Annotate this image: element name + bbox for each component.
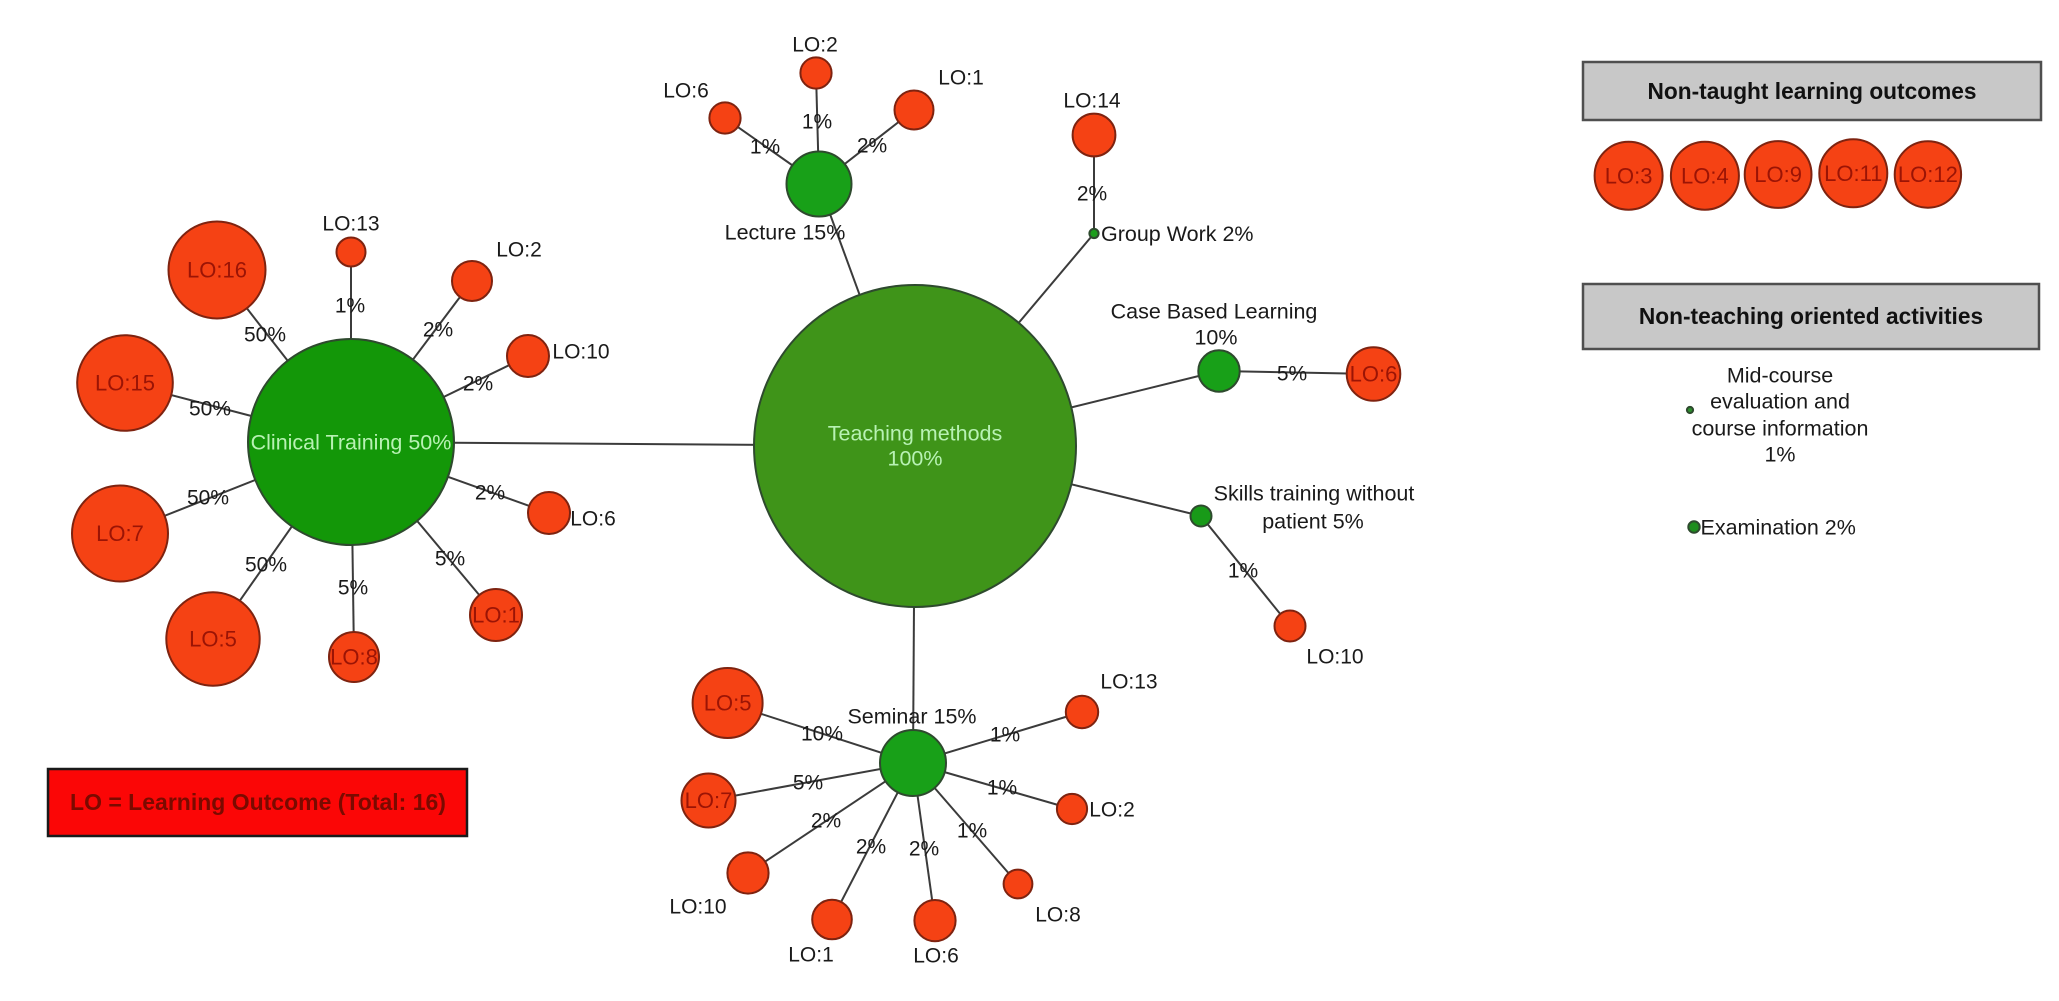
svg-text:LO:7: LO:7 bbox=[685, 788, 733, 813]
svg-text:1%: 1% bbox=[335, 294, 365, 317]
svg-text:1%: 1% bbox=[1228, 559, 1258, 582]
svg-text:1%: 1% bbox=[750, 135, 780, 158]
svg-text:Non-taught learning outcomes: Non-taught learning outcomes bbox=[1648, 78, 1977, 104]
svg-text:2%: 2% bbox=[856, 835, 886, 858]
svg-text:2%: 2% bbox=[1077, 182, 1107, 205]
svg-text:50%: 50% bbox=[189, 397, 231, 420]
svg-text:LO:4: LO:4 bbox=[1681, 163, 1729, 188]
svg-text:10%: 10% bbox=[801, 722, 843, 745]
svg-text:50%: 50% bbox=[244, 323, 286, 346]
svg-text:LO:1: LO:1 bbox=[788, 943, 834, 966]
svg-text:5%: 5% bbox=[435, 547, 465, 570]
svg-text:LO:13: LO:13 bbox=[322, 212, 379, 235]
svg-text:Clinical Training 50%: Clinical Training 50% bbox=[251, 431, 452, 455]
svg-text:2%: 2% bbox=[909, 837, 939, 860]
svg-text:1%: 1% bbox=[987, 776, 1017, 799]
svg-text:Teaching methods: Teaching methods bbox=[828, 422, 1003, 446]
svg-text:LO:2: LO:2 bbox=[1089, 798, 1135, 821]
svg-text:LO:5: LO:5 bbox=[704, 691, 752, 716]
svg-text:LO:12: LO:12 bbox=[1898, 162, 1958, 187]
svg-text:Skills training without: Skills training without bbox=[1214, 482, 1415, 506]
svg-text:LO:2: LO:2 bbox=[496, 238, 542, 261]
svg-text:patient 5%: patient 5% bbox=[1262, 510, 1364, 534]
svg-text:10%: 10% bbox=[1194, 326, 1237, 350]
svg-text:LO:9: LO:9 bbox=[1754, 162, 1802, 187]
svg-text:2%: 2% bbox=[463, 372, 493, 395]
svg-text:LO:8: LO:8 bbox=[330, 645, 378, 670]
svg-text:Seminar 15%: Seminar 15% bbox=[847, 705, 976, 729]
svg-text:5%: 5% bbox=[1277, 362, 1307, 385]
svg-text:Group Work 2%: Group Work 2% bbox=[1101, 222, 1254, 246]
svg-text:Case Based Learning: Case Based Learning bbox=[1111, 300, 1318, 324]
svg-text:LO:7: LO:7 bbox=[96, 521, 144, 546]
svg-text:LO:11: LO:11 bbox=[1824, 161, 1882, 186]
svg-text:LO:6: LO:6 bbox=[663, 79, 709, 102]
svg-text:LO:5: LO:5 bbox=[189, 627, 237, 652]
svg-text:1%: 1% bbox=[957, 819, 987, 842]
svg-text:5%: 5% bbox=[338, 576, 368, 599]
svg-text:LO:10: LO:10 bbox=[552, 340, 609, 363]
svg-text:LO:1: LO:1 bbox=[938, 66, 984, 89]
svg-text:LO:10: LO:10 bbox=[1306, 645, 1363, 668]
svg-text:LO:6: LO:6 bbox=[913, 944, 959, 967]
svg-text:2%: 2% bbox=[811, 809, 841, 832]
svg-text:2%: 2% bbox=[475, 481, 505, 504]
svg-text:LO:10: LO:10 bbox=[669, 895, 726, 918]
svg-text:5%: 5% bbox=[793, 771, 823, 794]
svg-text:Mid-course: Mid-course bbox=[1727, 364, 1833, 388]
svg-text:LO:6: LO:6 bbox=[570, 507, 616, 530]
svg-text:Non-teaching oriented activiti: Non-teaching oriented activities bbox=[1639, 303, 1983, 329]
svg-text:LO = Learning Outcome (Total:: LO = Learning Outcome (Total: 16) bbox=[70, 789, 446, 815]
svg-text:LO:3: LO:3 bbox=[1605, 163, 1653, 188]
svg-text:50%: 50% bbox=[245, 553, 287, 576]
svg-text:LO:8: LO:8 bbox=[1035, 903, 1081, 926]
svg-text:LO:6: LO:6 bbox=[1350, 362, 1398, 387]
svg-text:LO:16: LO:16 bbox=[187, 258, 247, 283]
svg-text:1%: 1% bbox=[990, 723, 1020, 746]
svg-text:evaluation and: evaluation and bbox=[1710, 390, 1850, 414]
svg-text:LO:2: LO:2 bbox=[792, 33, 838, 56]
svg-text:course information: course information bbox=[1692, 417, 1869, 441]
svg-text:LO:1: LO:1 bbox=[472, 603, 520, 628]
svg-text:Lecture 15%: Lecture 15% bbox=[725, 221, 846, 245]
svg-text:100%: 100% bbox=[888, 447, 943, 471]
svg-text:2%: 2% bbox=[857, 134, 887, 157]
svg-text:Examination 2%: Examination 2% bbox=[1701, 516, 1856, 540]
svg-text:1%: 1% bbox=[1764, 443, 1795, 467]
svg-text:2%: 2% bbox=[423, 318, 453, 341]
svg-text:1%: 1% bbox=[802, 110, 832, 133]
svg-text:LO:14: LO:14 bbox=[1063, 89, 1121, 112]
svg-text:LO:13: LO:13 bbox=[1100, 670, 1157, 693]
svg-text:LO:15: LO:15 bbox=[95, 371, 155, 396]
svg-text:50%: 50% bbox=[187, 486, 229, 509]
